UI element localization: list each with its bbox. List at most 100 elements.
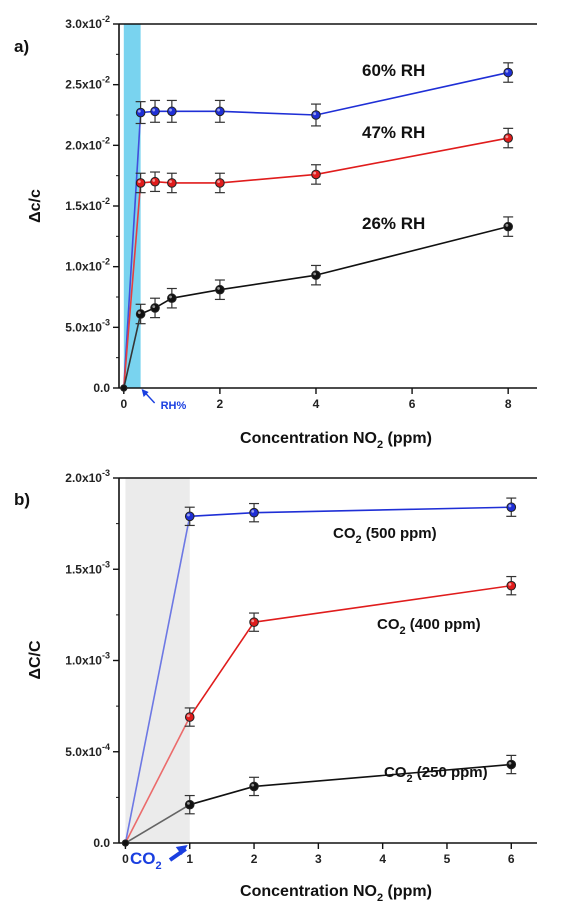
y-tick-base: 1.5x10: [65, 199, 102, 213]
y-tick-exponent: -2: [102, 257, 110, 267]
y-tick-label: 1.0x10-2: [65, 257, 110, 274]
data-point: [311, 169, 321, 180]
data-point-highlight: [508, 504, 512, 508]
data-point: [503, 133, 513, 143]
data-point-highlight: [505, 69, 509, 73]
x-axis-title-suffix: (ppm): [383, 430, 432, 447]
y-tick-base: 0.0: [93, 836, 110, 850]
x-tick-label: 0: [120, 397, 127, 411]
series-label-main: CO: [333, 525, 356, 542]
data-point-highlight: [217, 287, 220, 290]
data-point: [167, 106, 177, 117]
y-tick-label: 5.0x10-4: [65, 742, 110, 759]
series-segment: [189, 511, 255, 518]
series-label-sub: 2: [400, 625, 406, 637]
series-0: 60% RH: [120, 61, 514, 392]
y-tick-base: 3.0x10: [65, 17, 102, 31]
x-axis-title-suffix: (ppm): [383, 883, 432, 900]
x-axis-title: Concentration NO2 (ppm): [240, 430, 432, 451]
data-point: [503, 67, 513, 78]
series-segment: [315, 71, 509, 116]
data-point-highlight: [251, 783, 255, 787]
series-label: CO2 (500 ppm): [333, 525, 437, 546]
co2-annotation: CO2: [130, 849, 162, 872]
data-point-highlight: [152, 108, 156, 112]
data-point: [184, 511, 195, 522]
series-segment: [189, 621, 255, 718]
series-segment: [315, 137, 509, 176]
data-point-highlight: [137, 180, 141, 184]
y-tick-base: 1.5x10: [65, 562, 102, 576]
y-tick-exponent: -4: [102, 742, 110, 752]
shaded-band: [123, 24, 141, 388]
data-point-highlight: [251, 619, 255, 623]
series-segment: [253, 584, 512, 623]
series-segment-initial: [123, 182, 142, 389]
x-axis-title: Concentration NO2 (ppm): [240, 883, 432, 901]
y-tick-label: 5.0x10-3: [65, 317, 110, 334]
series-segment: [189, 785, 255, 806]
series-label: 60% RH: [362, 61, 425, 80]
data-point-highlight: [187, 513, 190, 517]
data-point: [167, 293, 177, 304]
panel-a: 0.0 5.0x10-3 1.0x10-2 1.5x10 -2 2.0x10 -2 2.5x1…: [14, 14, 537, 451]
panel-b: 0.05.0x10-41.0x10-31.5x10-32.0x10-30 1 2 3 4…: [14, 468, 537, 901]
data-point-highlight: [217, 180, 220, 184]
y-tick-base: 0.0: [93, 381, 110, 395]
y-tick-base: 2.5x10: [65, 78, 102, 92]
series-segment-initial: [124, 516, 191, 844]
data-point: [215, 106, 225, 117]
x-tick-label: 2: [251, 852, 258, 866]
x-tick-label: 6: [409, 397, 416, 411]
rh-arrow-head: [141, 389, 149, 397]
y-tick-base: 5.0x10: [65, 320, 102, 334]
x-tick-label: 3: [315, 852, 322, 866]
y-tick-base: 2.0x10: [65, 138, 102, 152]
series-segment-initial: [123, 112, 142, 389]
y-tick-exponent: -3: [102, 559, 110, 569]
co2-annotation-main: CO: [130, 849, 156, 868]
data-point-highlight: [313, 171, 317, 175]
data-point-highlight: [152, 305, 156, 309]
data-point-highlight: [137, 109, 141, 113]
data-point-highlight: [187, 714, 190, 718]
data-point: [506, 759, 517, 770]
series-label-rest: (500 ppm): [362, 525, 437, 542]
series-segment-initial: [124, 716, 191, 844]
y-tick-exponent: -3: [102, 651, 110, 661]
co2-annotation-sub: 2: [156, 860, 162, 872]
data-point-highlight: [508, 761, 512, 765]
data-point: [150, 106, 160, 117]
x-tick-label: 0: [122, 852, 129, 866]
series-1: 47% RH: [120, 123, 514, 392]
y-tick-base: 1.0x10: [65, 260, 102, 274]
data-point-highlight: [152, 179, 156, 182]
data-point-highlight: [217, 108, 220, 112]
x-axis-title-main: Concentration NO: [240, 883, 377, 900]
data-point: [311, 270, 321, 280]
series-segment-initial: [123, 313, 142, 389]
x-axis-title-sub: 2: [377, 892, 383, 901]
data-point: [120, 384, 128, 392]
data-point-highlight: [505, 135, 509, 139]
data-point: [135, 178, 146, 188]
data-point: [249, 507, 259, 518]
x-tick-label: 4: [379, 852, 386, 866]
series-label: 47% RH: [362, 123, 425, 142]
y-axis-title: Δc/c: [27, 189, 44, 223]
series-label: 26% RH: [362, 214, 425, 233]
data-point: [506, 580, 517, 591]
y-tick-label: 3.0x10-2: [65, 14, 110, 31]
data-point: [167, 178, 177, 188]
data-point-highlight: [169, 295, 172, 299]
series-label: CO2 (400 ppm): [377, 616, 481, 637]
data-point-highlight: [169, 108, 172, 112]
data-point-highlight: [313, 272, 317, 276]
x-axis-title-main: Concentration NO: [240, 430, 377, 447]
shaded-band: [125, 478, 190, 843]
series-label-main: CO: [384, 764, 407, 781]
y-tick-base: 1.0x10: [65, 654, 102, 668]
data-point: [135, 107, 146, 118]
y-tick-exponent: -2: [102, 14, 110, 24]
